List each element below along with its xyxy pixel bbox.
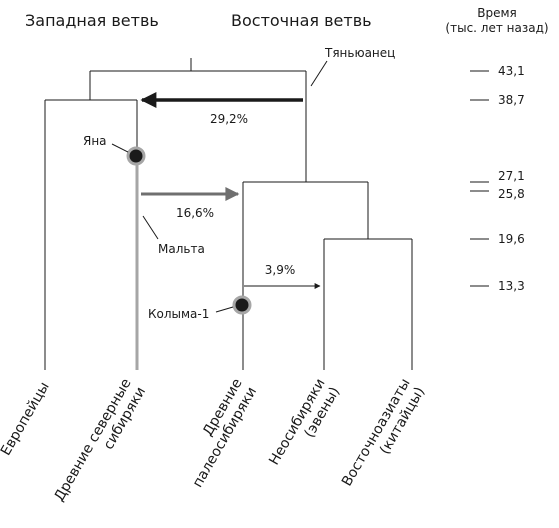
tree-lines — [44, 58, 413, 370]
leaf-ancient-north-siberians: Древние северные — [51, 376, 134, 504]
leaf-labels: Европейцы Древние северные сибиряки Древ… — [0, 376, 428, 504]
leaf-europeans: Европейцы — [0, 379, 53, 458]
east-branch-header: Восточная ветвь — [231, 11, 372, 30]
tianyuan-leader — [310, 60, 328, 87]
west-branch-header: Западная ветвь — [25, 11, 159, 30]
malta-label: Мальта — [158, 242, 205, 256]
time-tick-label: 43,1 — [498, 64, 525, 78]
yana-sample-marker — [126, 146, 146, 166]
time-header: Время — [477, 6, 517, 20]
time-axis: 43,1 38,7 27,1 25,8 19,6 13,3 — [470, 64, 525, 293]
time-tick-label: 38,7 — [498, 93, 525, 107]
malta-leader — [142, 215, 159, 240]
time-tick-label: 19,6 — [498, 232, 525, 246]
time-tick-label: 25,8 — [498, 187, 525, 201]
time-header-unit: (тыс. лет назад) — [445, 21, 548, 35]
kolyma-leader — [215, 306, 234, 313]
tianyuan-label: Тяньюанец — [324, 46, 395, 60]
time-tick-label: 13,3 — [498, 279, 525, 293]
gene-flow-label-3: 3,9% — [265, 263, 296, 277]
time-tick-label: 27,1 — [498, 169, 525, 183]
yana-label: Яна — [83, 134, 107, 148]
yana-leader — [111, 143, 129, 153]
gene-flow-label-2: 16,6% — [176, 206, 214, 220]
kolyma-label: Колыма-1 — [148, 307, 209, 321]
kolyma-sample-marker — [232, 295, 252, 315]
gene-flow-label-1: 29,2% — [210, 112, 248, 126]
